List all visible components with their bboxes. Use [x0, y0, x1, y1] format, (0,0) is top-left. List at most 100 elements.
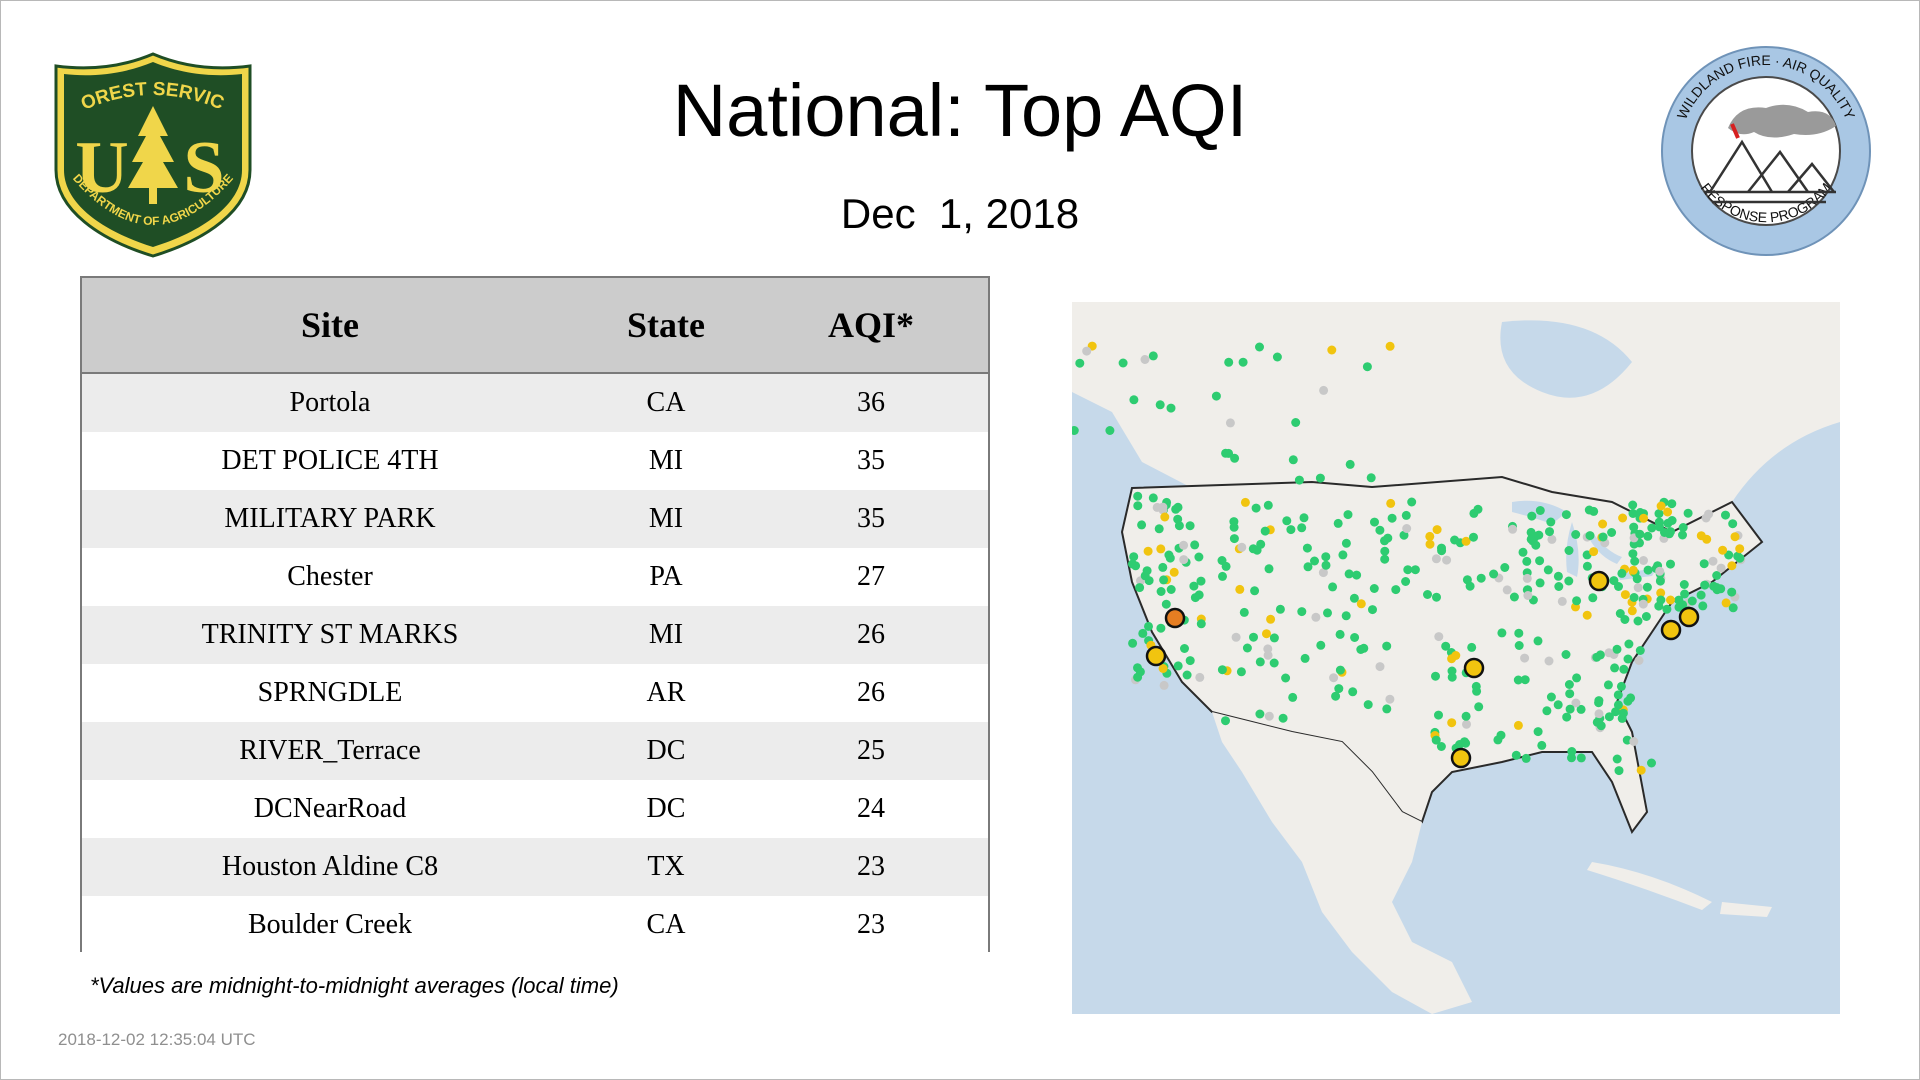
- monitor-dot: [1230, 453, 1240, 463]
- monitor-dot: [1129, 395, 1139, 405]
- monitor-dot: [1522, 556, 1532, 566]
- monitor-dot: [1529, 533, 1539, 543]
- monitor-dot: [1535, 506, 1545, 515]
- monitor-dot: [1613, 700, 1623, 710]
- monitor-dot: [1225, 418, 1235, 428]
- state-cell: MI: [648, 619, 684, 650]
- monitor-dot: [1527, 511, 1537, 521]
- monitor-dot: [1502, 585, 1512, 595]
- monitor-dot: [1589, 547, 1599, 557]
- monitor-dot: [1619, 664, 1629, 674]
- monitor-dot: [1158, 502, 1168, 512]
- monitor-dot: [1655, 566, 1665, 576]
- site-cell: SPRNGDLE: [257, 677, 403, 708]
- monitor-dot: [1286, 525, 1296, 535]
- monitor-dot: [1607, 528, 1617, 537]
- monitor-dot: [1535, 578, 1545, 588]
- monitor-dot: [1160, 512, 1170, 522]
- table-body: Portola CA 36 DET POLICE 4TH MI 35 MILIT…: [82, 374, 988, 954]
- monitor-dot: [1476, 573, 1486, 583]
- monitor-dot: [1727, 587, 1737, 597]
- monitor-dot: [1248, 544, 1258, 554]
- monitor-dot: [1604, 712, 1614, 722]
- monitor-dot: [1410, 565, 1420, 575]
- monitor-dot: [1180, 644, 1189, 653]
- monitor-dot: [1434, 632, 1444, 642]
- monitor-dot: [1264, 564, 1274, 574]
- state-cell: DC: [646, 793, 686, 824]
- monitor-dot: [1302, 543, 1312, 553]
- monitor-dot: [1721, 510, 1730, 520]
- monitor-dot: [1663, 507, 1673, 517]
- monitor-dot: [1513, 675, 1523, 685]
- monitor-dot: [1278, 713, 1288, 723]
- monitor-dot: [1533, 727, 1543, 737]
- monitor-dot: [1678, 523, 1688, 532]
- monitor-dot: [1609, 576, 1619, 586]
- monitor-dot: [1185, 656, 1195, 666]
- monitor-dot: [1718, 545, 1728, 555]
- monitor-dots: [1072, 341, 1746, 776]
- monitor-dot: [1148, 351, 1158, 361]
- monitor-dot: [1687, 596, 1697, 606]
- monitor-dot: [1537, 740, 1547, 750]
- monitor-dot: [1585, 531, 1595, 541]
- monitor-dot: [1236, 667, 1246, 677]
- aqi-cell: 35: [857, 445, 885, 476]
- monitor-dot: [1447, 718, 1457, 728]
- monitor-dot: [1594, 696, 1604, 706]
- monitor-dot: [1674, 602, 1684, 612]
- site-cell: DET POLICE 4TH: [221, 445, 439, 476]
- monitor-dot: [1564, 546, 1574, 555]
- monitor-dot: [1350, 633, 1360, 642]
- monitor-dot: [1318, 568, 1328, 578]
- monitor-dot: [1728, 603, 1738, 613]
- monitor-dot: [1334, 684, 1344, 694]
- aqi-cell: 24: [857, 793, 885, 824]
- monitor-dot: [1154, 524, 1164, 534]
- monitor-dot: [1386, 498, 1396, 508]
- monitor-dot: [1137, 520, 1147, 530]
- monitor-dot: [1221, 448, 1231, 458]
- monitor-dot: [1237, 542, 1247, 552]
- monitor-dot: [1520, 675, 1530, 685]
- top-site-marker: [1164, 607, 1186, 629]
- table-row: Chester PA 27: [82, 548, 988, 606]
- monitor-dot: [1161, 599, 1171, 609]
- monitor-dot: [1514, 641, 1524, 650]
- monitor-dot: [1288, 455, 1298, 465]
- table-row: Portola CA 36: [82, 374, 988, 432]
- monitor-dot: [1321, 552, 1331, 562]
- monitor-dot: [1509, 592, 1519, 602]
- monitor-dot: [1656, 588, 1666, 598]
- monitor-dot: [1544, 656, 1554, 666]
- monitor-dot: [1584, 505, 1594, 515]
- monitor-dot: [1666, 559, 1675, 569]
- wildland-fire-logo: WILDLAND FIRE · AIR QUALITY RESPONSE PRO…: [1661, 46, 1871, 256]
- site-cell: MILITARY PARK: [224, 503, 436, 534]
- monitor-dot: [1166, 585, 1176, 594]
- state-cell: CA: [646, 909, 686, 940]
- monitor-dot: [1554, 582, 1564, 591]
- smoke-plume-icon: [1728, 104, 1836, 138]
- mountains-icon: [1704, 139, 1836, 204]
- monitor-dot: [1319, 385, 1329, 395]
- monitor-dot: [1242, 643, 1252, 653]
- monitor-dot: [1564, 576, 1574, 586]
- monitor-dot: [1407, 497, 1417, 507]
- monitor-dot: [1655, 576, 1665, 586]
- monitor-dot: [1603, 680, 1613, 690]
- monitor-dot: [1082, 346, 1092, 356]
- monitor-dot: [1425, 531, 1435, 541]
- monitor-dot: [1335, 665, 1345, 675]
- monitor-dot: [1635, 646, 1645, 655]
- monitor-dot: [1643, 565, 1653, 575]
- monitor-dot: [1636, 765, 1646, 775]
- hispaniola: [1720, 902, 1772, 917]
- column-header-aqi: AQI*: [827, 305, 914, 345]
- monitor-dot: [1565, 704, 1575, 714]
- monitor-dot: [1327, 345, 1337, 355]
- monitor-dot: [1643, 531, 1653, 541]
- site-cell: Houston Aldine C8: [221, 851, 439, 882]
- monitor-dot: [1344, 569, 1354, 579]
